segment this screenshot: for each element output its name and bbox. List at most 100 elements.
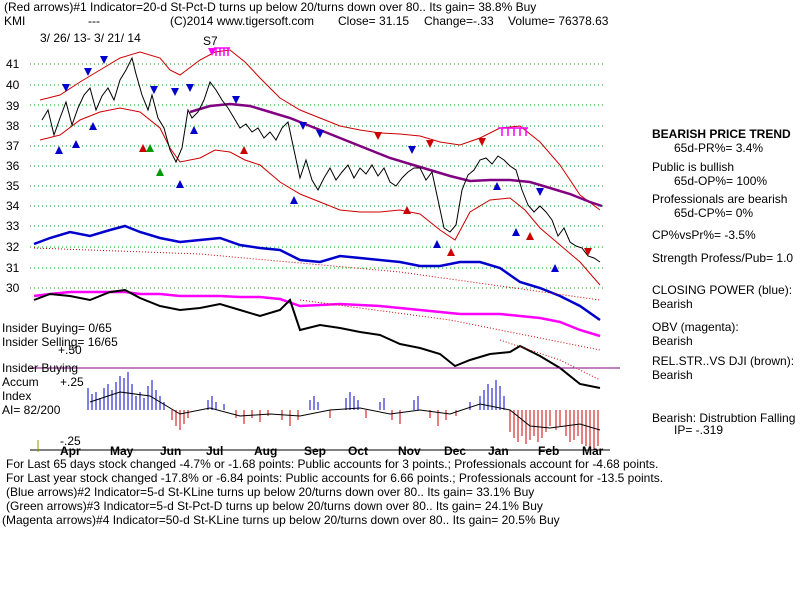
red-arrow-up [447, 248, 455, 256]
blue-arrow-up [72, 140, 80, 148]
relstr-label: REL.STR..VS DJI (brown): [652, 354, 795, 368]
volume-value: Volume= 76378.63 [508, 14, 609, 28]
lower-band [39, 107, 601, 286]
blue-arrow-down [84, 68, 92, 76]
ticker-symbol: KMI [4, 14, 26, 28]
y-tick: 40 [6, 78, 20, 92]
copyright: (C)2014 www.tigersoft.com [170, 14, 315, 28]
obv-label: OBV (magenta): [652, 320, 739, 334]
accum-bars-negative [171, 410, 599, 450]
blue-arrow-down [408, 146, 416, 154]
green-arrow-up [146, 144, 154, 152]
pr-value: 65d-PR%= 3.4% [674, 141, 764, 155]
trend-title: BEARISH PRICE TREND [652, 127, 791, 141]
accum-ma-line [89, 391, 601, 431]
accum-label: Accum [2, 375, 39, 389]
blue-arrow-down [62, 84, 70, 92]
y-tick: 34 [6, 199, 20, 213]
y-tick: 31 [6, 261, 20, 275]
relstr-status: Bearish [652, 368, 693, 382]
blue-arrow-down [150, 86, 158, 94]
accum-bars-positive [87, 372, 505, 410]
footer-blue-arrows: (Blue arrows)#2 Indicator=5-d St-KLine t… [6, 485, 535, 499]
insider-buying-label: Insider Buying [2, 361, 79, 375]
red-arrow-up [139, 144, 147, 152]
footer-last-year: For Last year stock changed -17.8% or -6… [6, 471, 664, 485]
y-tick: 38 [6, 119, 20, 133]
professionals-status: Professionals are bearish [652, 192, 788, 206]
magenta-arrow-down [208, 48, 216, 56]
y-tick: 41 [6, 57, 20, 71]
blue-arrow-up [433, 240, 441, 248]
blue-arrow-down [171, 88, 179, 96]
red-arrow-up [526, 232, 534, 240]
month-label: Nov [398, 444, 421, 458]
month-label: May [110, 444, 134, 458]
footer-green-arrows: (Green arrows)#3 Indicator=5-d St-Pct-D … [6, 499, 543, 513]
relstr-line [33, 288, 601, 389]
close-value: Close= 31.15 [338, 14, 410, 28]
accum-level-minus25: -.25 [60, 434, 81, 448]
red-arrow-down [426, 140, 434, 148]
month-label: Jan [488, 444, 509, 458]
closing-power-label: CLOSING POWER (blue): [652, 283, 793, 297]
blue-arrow-down [186, 84, 194, 92]
moving-average [189, 102, 603, 208]
blue-arrow-down [100, 56, 108, 64]
blue-arrow-down [299, 122, 307, 130]
op-value: 65d-OP%= 100% [674, 174, 768, 188]
month-label: Jul [206, 444, 224, 458]
blue-arrow-up [493, 182, 501, 190]
s7-marker: S7 [203, 34, 218, 48]
blue-arrow-down [536, 188, 544, 196]
blue-arrow-up [551, 264, 559, 272]
ai-value: AI= 82/200 [2, 403, 61, 417]
public-status: Public is bullish [652, 160, 735, 174]
month-label: Oct [348, 444, 369, 458]
red-arrow-down [584, 248, 592, 256]
strength-value: Strength Profess/Pub= 1.0 [652, 251, 794, 265]
blue-arrow-down [232, 96, 240, 104]
obv-line [33, 290, 601, 338]
insider-buying-count: Insider Buying= 0/65 [2, 321, 112, 335]
cp-value: 65d-CP%= 0% [674, 206, 754, 220]
footer-magenta-arrows: (Magenta arrows)#4 Indicator=50-d St-KLi… [2, 513, 560, 527]
accum-level-plus50: +.50 [58, 343, 82, 357]
footer-65-day: For Last 65 days stock changed -4.7% or … [6, 457, 659, 471]
month-label: Mar [582, 444, 604, 458]
trend-line [499, 339, 601, 381]
ip-value: IP= -.319 [674, 423, 724, 437]
red-arrow-down [478, 138, 486, 146]
y-tick: 33 [6, 219, 20, 233]
price-line [41, 56, 601, 263]
month-label: Aug [254, 444, 278, 458]
month-label: Sep [304, 444, 327, 458]
y-tick: 30 [6, 281, 20, 295]
y-tick: 35 [6, 179, 20, 193]
insider-selling-count: Insider Selling= 16/65 [2, 335, 118, 349]
blue-arrow-up [176, 180, 184, 188]
closing-power-line [33, 224, 601, 322]
blue-arrow-up [55, 146, 63, 154]
index-label: Index [2, 389, 32, 403]
blue-arrow-up [290, 196, 298, 204]
distribution-status: Bearish: Distrubtion Falling [652, 411, 796, 425]
blue-arrow-up [512, 228, 520, 236]
month-label: Jun [160, 444, 182, 458]
month-label: Feb [538, 444, 560, 458]
change-value: Change=-.33 [424, 14, 494, 28]
date-range: 3/ 26/ 13- 3/ 21/ 14 [40, 31, 141, 45]
blue-arrow-down [316, 130, 324, 138]
red-arrow-up [240, 146, 248, 154]
accum-level-plus25: +.25 [60, 375, 84, 389]
header-indicator-1: (Red arrows)#1 Indicator=20-d St-Pct-D t… [4, 0, 537, 14]
green-arrow-up [156, 168, 164, 176]
red-arrow-up [403, 206, 411, 214]
blue-arrow-up [190, 126, 198, 134]
cp-vs-pr-value: CP%vsPr%= -3.5% [652, 228, 756, 242]
y-tick: 36 [6, 159, 20, 173]
trend-line [299, 299, 601, 351]
header-dashes: --- [88, 14, 100, 28]
y-tick: 39 [6, 99, 20, 113]
